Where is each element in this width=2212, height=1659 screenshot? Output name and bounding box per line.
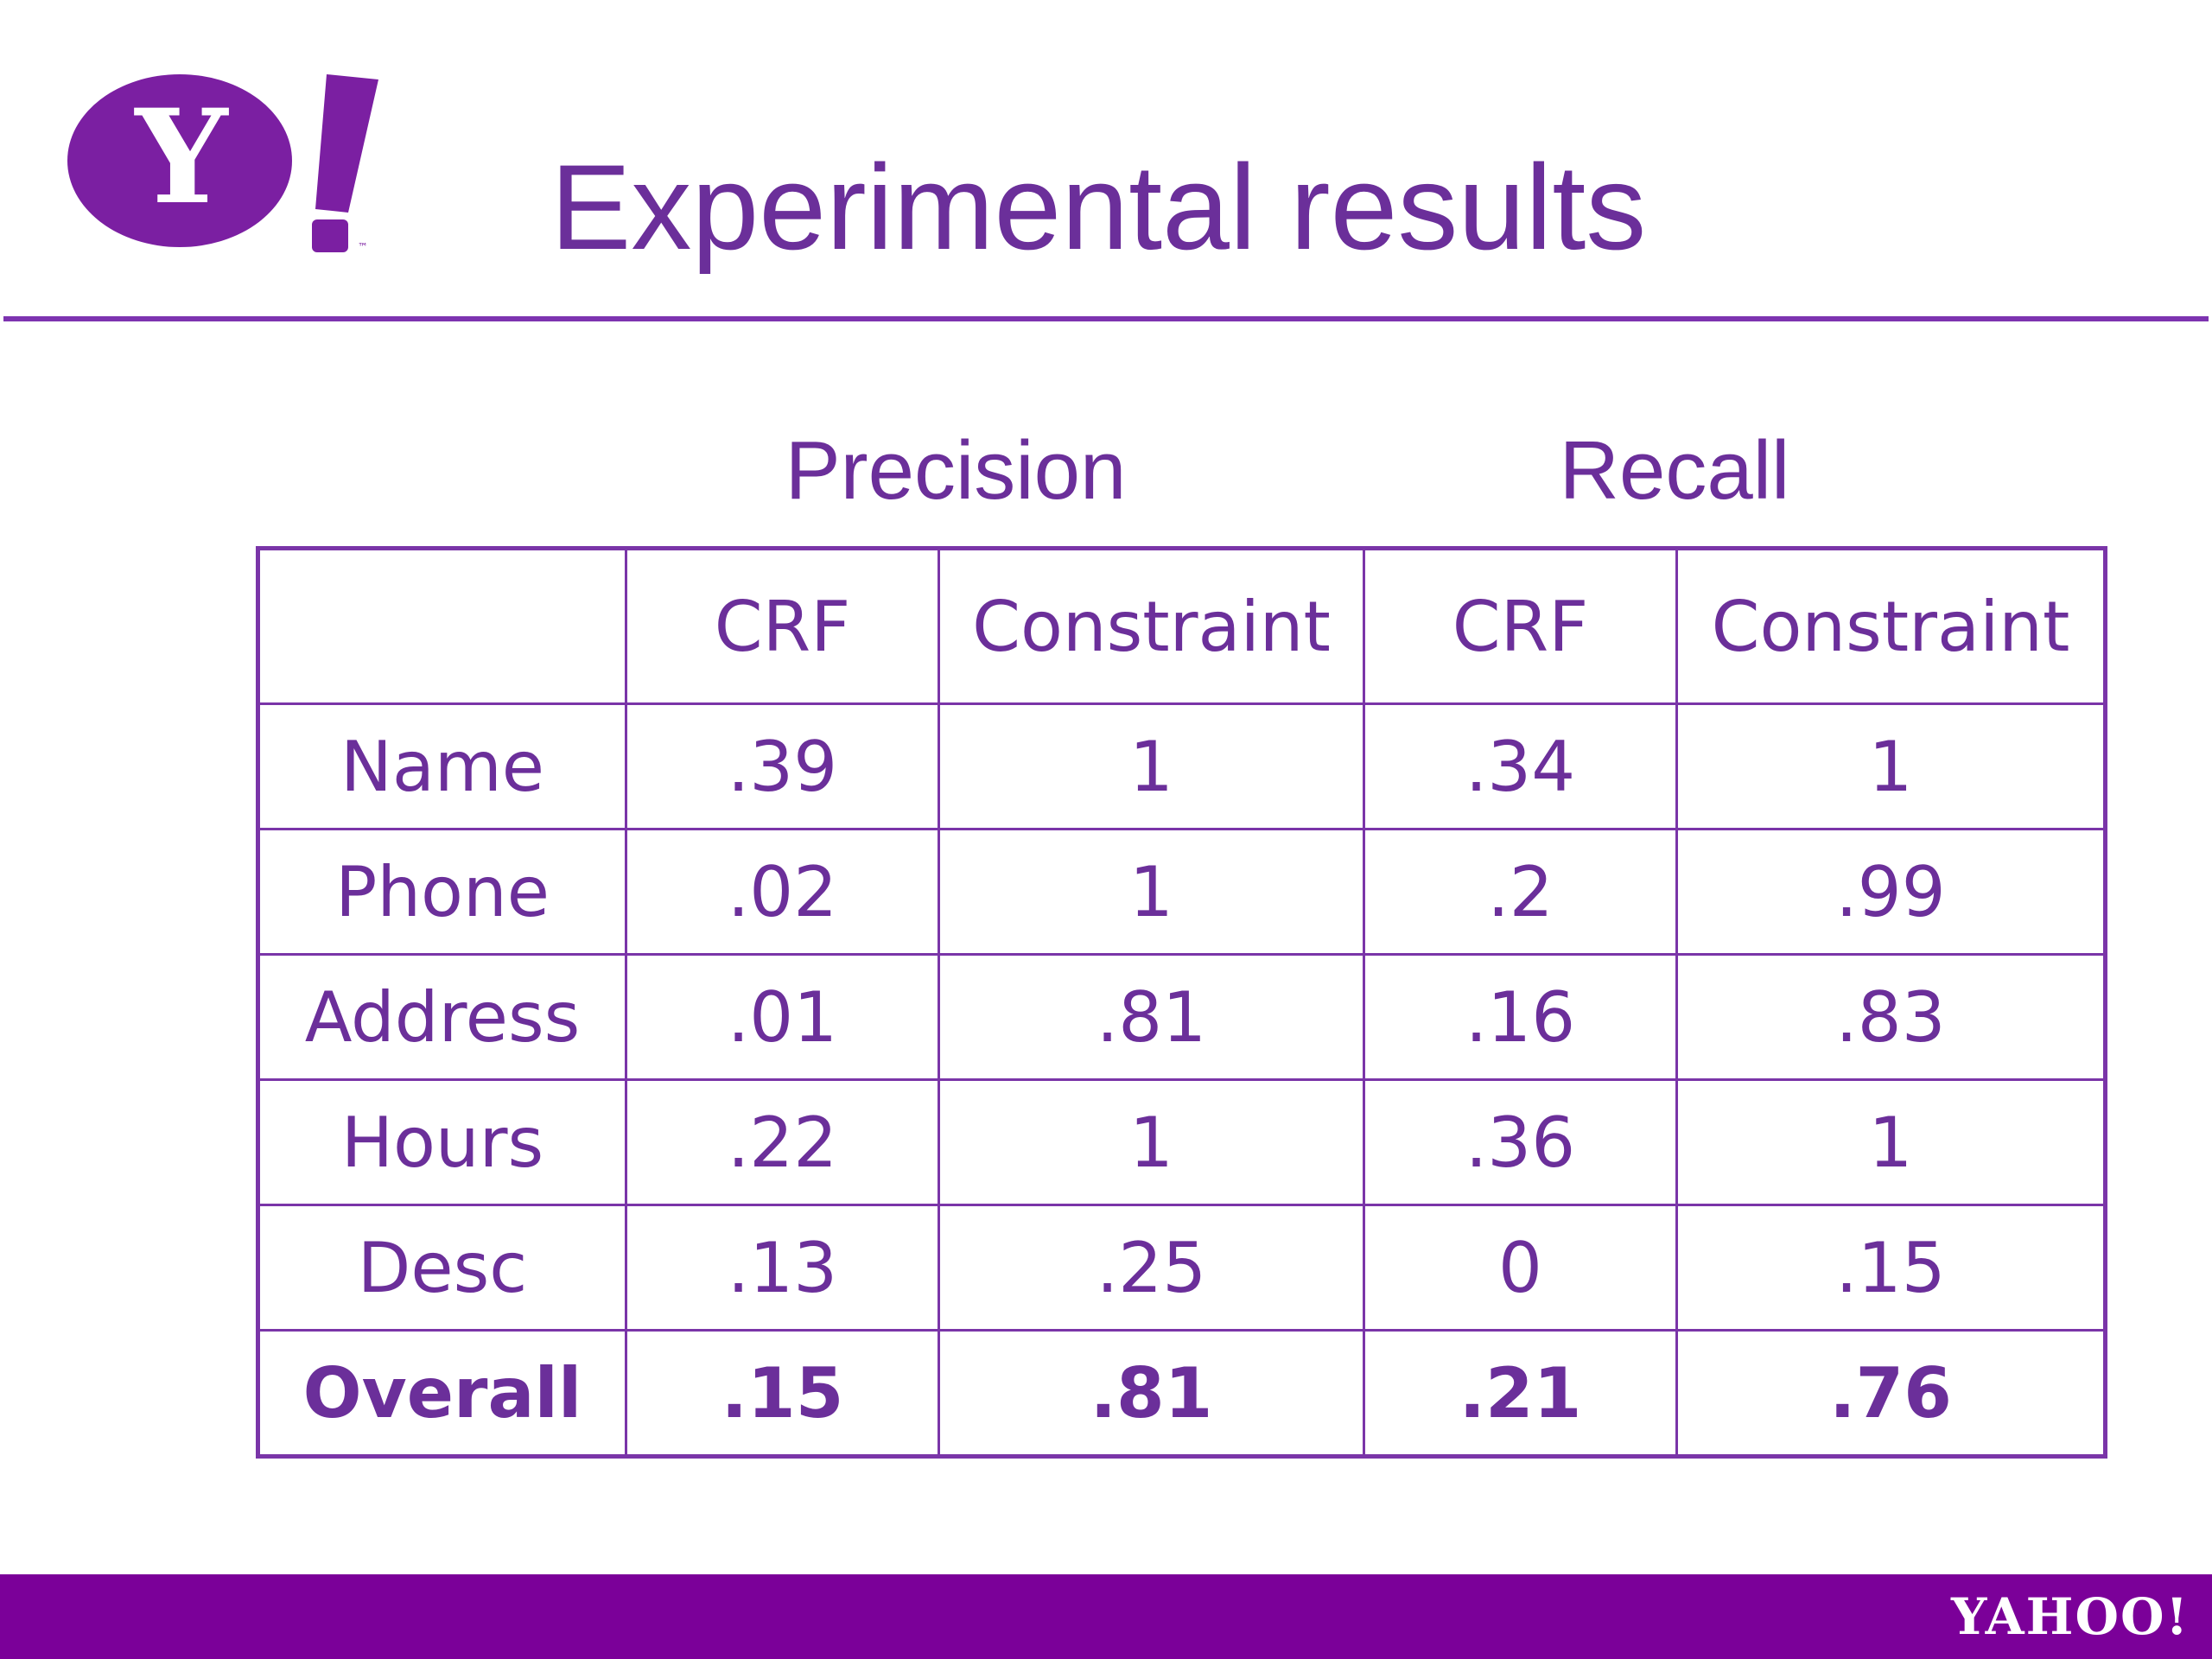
table-row: Name .39 1 .34 1 [257,702,2107,830]
table-cell: 0 [1363,1204,1678,1332]
table-cell: .25 [938,1204,1365,1332]
row-label: Desc [257,1204,627,1332]
table-cell: .81 [938,1329,1365,1458]
row-label: Name [257,702,627,830]
header-cell-empty [257,547,627,705]
results-table: CRF Constraint CRF Constraint Name .39 1… [256,546,2107,1459]
header-cell-recall-constraint: Constraint [1675,547,2107,705]
group-label-precision: Precision [785,424,1127,517]
header-cell-precision-constraint: Constraint [938,547,1365,705]
row-label: Phone [257,828,627,956]
slide-title: Experimental results [550,139,1647,275]
table-cell: .34 [1363,702,1678,830]
table-row: Hours .22 1 .36 1 [257,1078,2107,1206]
footer-yahoo-logo: YAHOO! [1950,1587,2190,1646]
header-cell-precision-crf: CRF [625,547,940,705]
table-cell: .22 [625,1078,940,1206]
table-cell: .13 [625,1204,940,1332]
table-cell: .21 [1363,1329,1678,1458]
table-row: Address .01 .81 .16 .83 [257,953,2107,1081]
table-row: Desc .13 .25 0 .15 [257,1204,2107,1332]
table-row-overall: Overall .15 .81 .21 .76 [257,1329,2107,1458]
table-cell: 1 [938,702,1365,830]
table-cell: 1 [938,828,1365,956]
table-cell: .15 [625,1329,940,1458]
header-cell-recall-crf: CRF [1363,547,1678,705]
title-divider [3,316,2209,321]
group-label-recall: Recall [1559,424,1790,517]
svg-text:Y: Y [133,81,229,233]
table-cell: .01 [625,953,940,1081]
table-cell: .15 [1675,1204,2107,1332]
table-cell: .02 [625,828,940,956]
svg-text:™: ™ [358,241,368,253]
table-cell: .81 [938,953,1365,1081]
table-cell: .16 [1363,953,1678,1081]
yahoo-logo: Y ™ [67,74,378,253]
table-cell: .2 [1363,828,1678,956]
table-header-row: CRF Constraint CRF Constraint [257,547,2107,705]
table-cell: .36 [1363,1078,1678,1206]
table-cell: .39 [625,702,940,830]
row-label: Address [257,953,627,1081]
table-cell: 1 [1675,702,2107,830]
table-cell: .99 [1675,828,2107,956]
table-cell: 1 [1675,1078,2107,1206]
footer-bar: YAHOO! [0,1574,2212,1659]
table-cell: 1 [938,1078,1365,1206]
table-cell: .83 [1675,953,2107,1081]
table-row: Phone .02 1 .2 .99 [257,828,2107,956]
row-label: Overall [257,1329,627,1458]
row-label: Hours [257,1078,627,1206]
table-cell: .76 [1675,1329,2107,1458]
